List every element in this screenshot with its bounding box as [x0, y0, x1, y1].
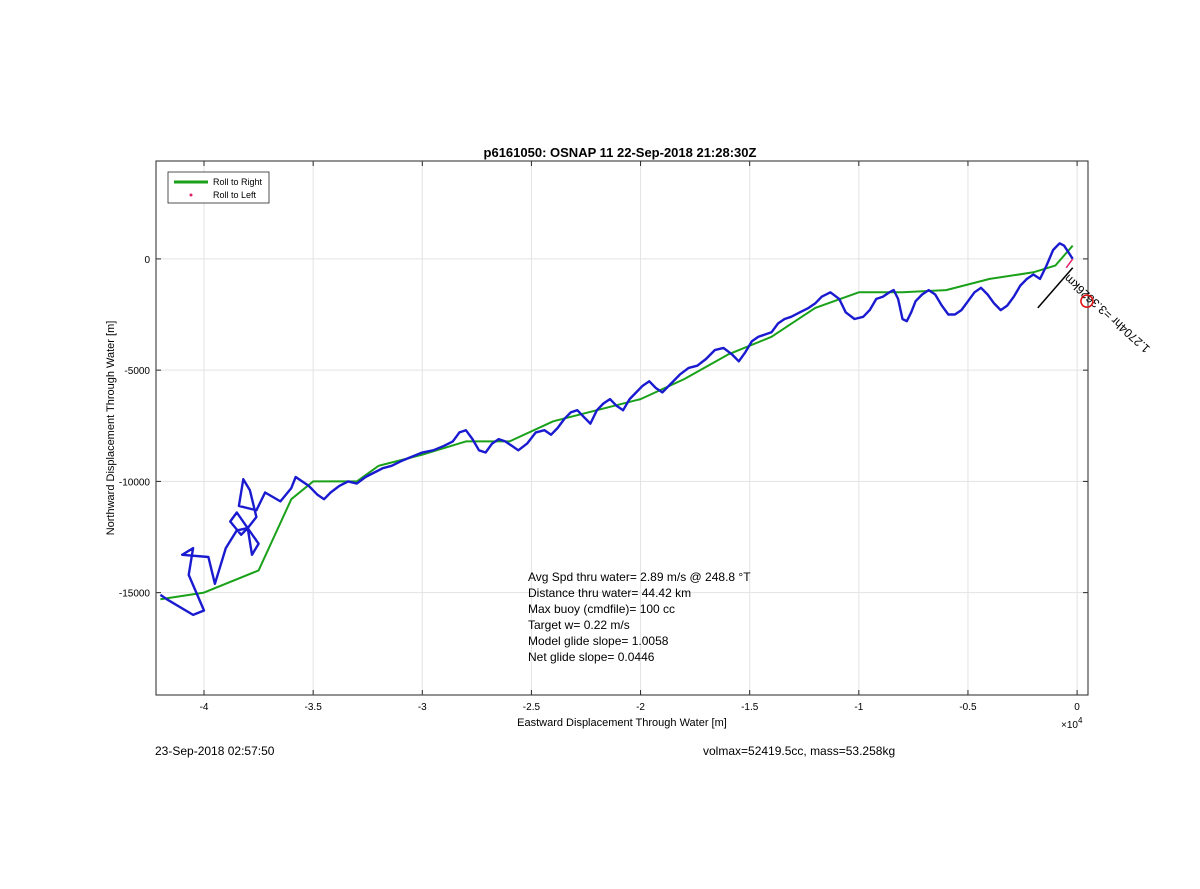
legend-label-roll-left: Roll to Left	[213, 190, 257, 200]
series-line-trajectory	[159, 242, 1074, 617]
x-tick-label: -2	[636, 702, 645, 713]
x-axis-label: Eastward Displacement Through Water [m]	[517, 717, 727, 729]
footer-mass-info: volmax=52419.5cc, mass=53.258kg	[703, 744, 896, 758]
legend-label-roll-right: Roll to Right	[213, 177, 263, 187]
y-tick-label: -10000	[119, 477, 151, 488]
stats-annotations: Avg Spd thru water= 2.89 m/s @ 248.8 °T …	[528, 570, 751, 664]
x-tick-label: -2.5	[523, 702, 541, 713]
series-line-roll-to-left	[1065, 258, 1074, 269]
y-axis-label: Northward Displacement Through Water [m]	[105, 321, 117, 536]
x-tick-label: -1.5	[741, 702, 759, 713]
y-tick-label: 0	[144, 255, 150, 266]
x-axis-multiplier: ×104	[1061, 716, 1083, 731]
x-tick-label: -3.5	[305, 702, 323, 713]
x-tick-label: -0.5	[959, 702, 977, 713]
y-tick-label: -15000	[119, 589, 151, 600]
x-axis-multiplier-exponent: 4	[1078, 716, 1083, 725]
legend-swatch-roll-left	[189, 193, 193, 197]
current-vector-line	[1037, 267, 1074, 309]
x-tick-label: -1	[854, 702, 863, 713]
series-layer	[159, 242, 1074, 617]
target-marker	[1080, 294, 1094, 308]
y-tick-label: -5000	[124, 366, 150, 377]
plot-area-frame	[155, 160, 1089, 696]
annotation-avg-speed: Avg Spd thru water= 2.89 m/s @ 248.8 °T	[528, 570, 751, 584]
annotation-target-w: Target w= 0.22 m/s	[528, 618, 630, 632]
grid-lines	[156, 161, 1088, 695]
legend-box	[167, 171, 270, 204]
x-tick-label: -4	[200, 702, 209, 713]
annotation-max-buoy: Max buoy (cmdfile)= 100 cc	[528, 602, 675, 616]
x-axis-multiplier-base: ×10	[1061, 720, 1078, 731]
x-tick-label: 0	[1074, 702, 1080, 713]
annotation-distance: Distance thru water= 44.42 km	[528, 586, 691, 600]
footer-timestamp: 23-Sep-2018 02:57:50	[155, 744, 275, 758]
annotation-model-glide-slope: Model glide slope= 1.0058	[528, 634, 669, 648]
chart-title: p6161050: OSNAP 11 22-Sep-2018 21:28:30Z	[484, 145, 757, 160]
legend: Roll to Right Roll to Left	[167, 171, 270, 204]
annotation-net-glide-slope: Net glide slope= 0.0446	[528, 650, 655, 664]
x-tick-label: -3	[418, 702, 427, 713]
axis-ticks: -4 -3.5 -3 -2.5 -2 -1.5 -1 -0.5 0 0 -5000 -10000 -15…	[119, 161, 1088, 713]
series-line-roll-to-right	[160, 244, 1074, 601]
